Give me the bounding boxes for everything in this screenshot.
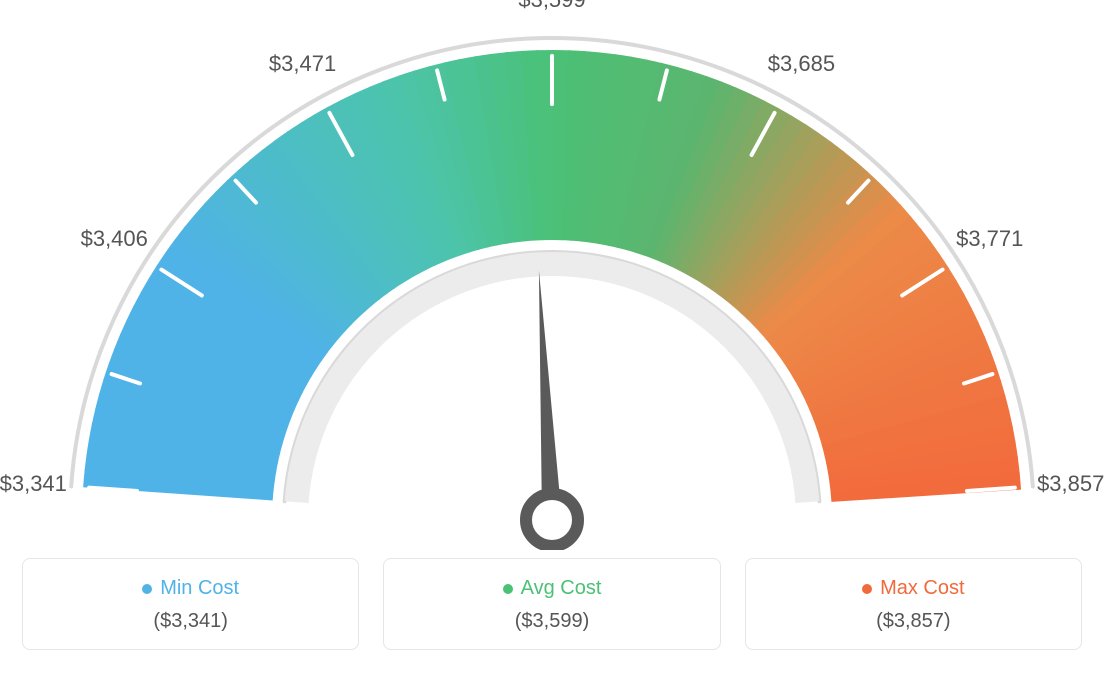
- max-cost-card: Max Cost ($3,857): [745, 558, 1082, 650]
- gauge-tick-label: $3,771: [956, 226, 1023, 252]
- gauge-tick-label: $3,341: [0, 471, 67, 497]
- avg-cost-card: Avg Cost ($3,599): [383, 558, 720, 650]
- min-cost-value: ($3,341): [33, 610, 348, 633]
- max-cost-value: ($3,857): [756, 610, 1071, 633]
- max-cost-label: Max Cost: [880, 577, 964, 600]
- avg-cost-label: Avg Cost: [521, 577, 602, 600]
- min-dot-icon: [142, 584, 152, 594]
- gauge-tick-label: $3,857: [1037, 471, 1104, 497]
- gauge-tick-label: $3,406: [81, 226, 148, 252]
- cost-gauge-chart: $3,341$3,406$3,471$3,599$3,685$3,771$3,8…: [22, 20, 1082, 550]
- legend-cards: Min Cost ($3,341) Avg Cost ($3,599) Max …: [22, 558, 1082, 650]
- min-cost-label: Min Cost: [160, 577, 239, 600]
- gauge-svg: [22, 20, 1082, 550]
- max-dot-icon: [862, 584, 872, 594]
- min-cost-card: Min Cost ($3,341): [22, 558, 359, 650]
- avg-cost-title: Avg Cost: [503, 577, 602, 600]
- avg-cost-value: ($3,599): [394, 610, 709, 633]
- gauge-tick-label: $3,685: [768, 51, 835, 77]
- gauge-tick-label: $3,599: [518, 0, 585, 13]
- max-cost-title: Max Cost: [862, 577, 964, 600]
- gauge-tick-label: $3,471: [269, 51, 336, 77]
- min-cost-title: Min Cost: [142, 577, 239, 600]
- avg-dot-icon: [503, 584, 513, 594]
